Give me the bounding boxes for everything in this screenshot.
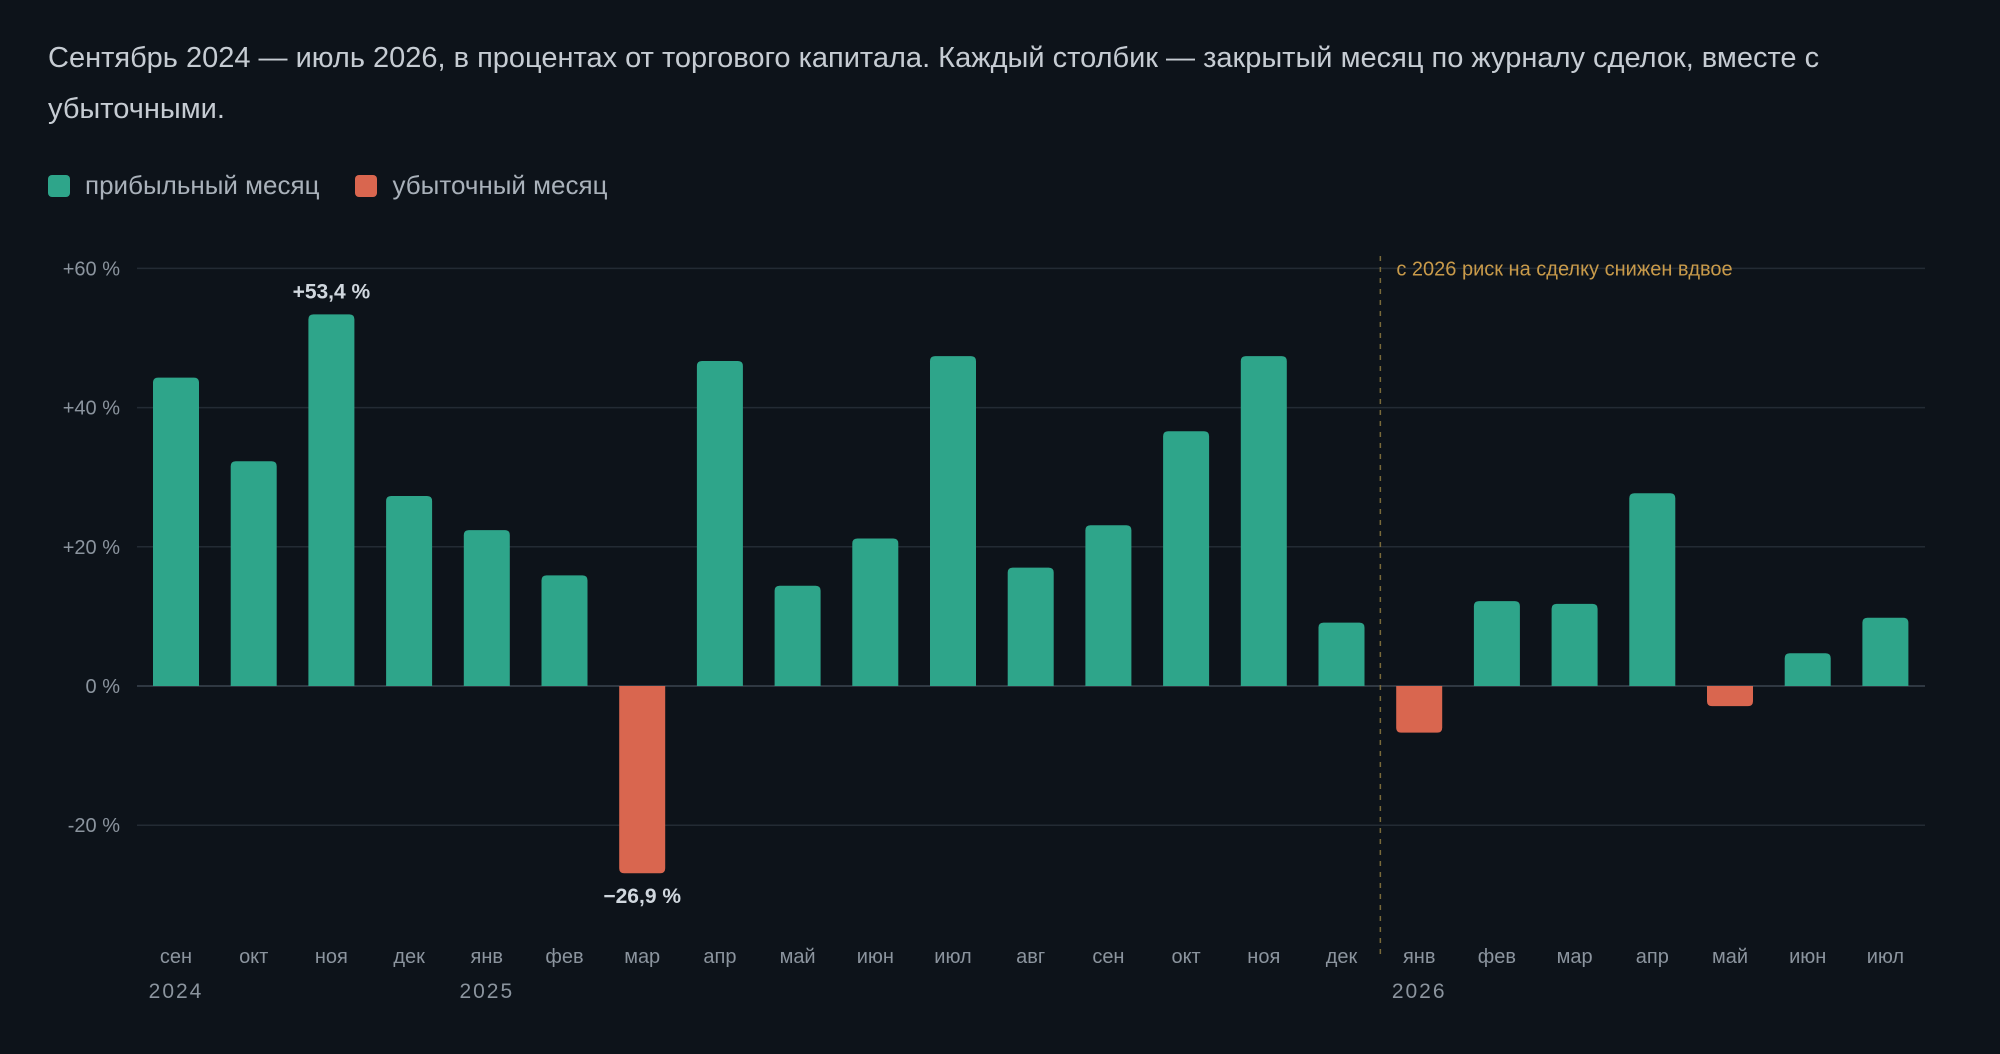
bar — [1862, 617, 1909, 686]
bar — [1396, 686, 1443, 733]
chart-legend: прибыльный месяц убыточный месяц — [48, 170, 644, 201]
legend-label-profit: прибыльный месяц — [85, 170, 320, 200]
bar — [463, 530, 510, 686]
bar — [308, 314, 355, 686]
data-label: +53,4 % — [293, 280, 371, 303]
legend-label-loss: убыточный месяц — [392, 170, 608, 200]
legend-item-loss: убыточный месяц — [355, 170, 608, 201]
legend-swatch-profit — [48, 174, 70, 197]
annotation-text: с 2026 риск на сделку снижен вдвое — [1396, 258, 1732, 280]
bar — [696, 360, 743, 686]
bar — [1551, 603, 1598, 686]
year-label: 2026 — [1392, 980, 1447, 1003]
y-tick-label: 0 % — [86, 676, 121, 698]
x-tick-label: май — [780, 946, 816, 968]
x-tick-label: дек — [1326, 946, 1358, 968]
x-tick-label: июн — [1789, 946, 1826, 968]
x-tick-label: фев — [1478, 946, 1516, 968]
x-tick-label: дек — [393, 946, 425, 968]
bar — [541, 575, 588, 686]
x-tick-label: апр — [703, 946, 736, 968]
bar — [774, 585, 821, 686]
bar — [1163, 431, 1210, 686]
x-tick-label: ноя — [315, 946, 348, 968]
bar — [852, 538, 899, 686]
bar — [153, 377, 199, 686]
x-tick-label: янв — [471, 946, 504, 968]
legend-item-profit: прибыльный месяц — [48, 170, 319, 201]
x-tick-label: мар — [1557, 946, 1593, 968]
x-tick-label: июл — [934, 946, 971, 968]
legend-swatch-loss — [355, 174, 378, 197]
bar — [1784, 653, 1831, 686]
x-tick-label: фев — [545, 946, 583, 968]
bar — [1318, 622, 1365, 686]
x-tick-label: мар — [624, 946, 660, 968]
data-label: −26,9 % — [603, 885, 681, 908]
x-tick-label: ноя — [1247, 946, 1280, 968]
x-tick-label: май — [1712, 946, 1748, 968]
x-tick-label: окт — [1171, 946, 1200, 968]
bar — [619, 686, 666, 874]
bar — [1085, 525, 1132, 686]
x-tick-label: июл — [1867, 946, 1904, 968]
bar — [1240, 356, 1287, 686]
bar — [930, 356, 976, 686]
bar — [230, 461, 277, 686]
x-tick-label: сен — [1092, 946, 1124, 968]
bar — [1007, 567, 1054, 686]
year-label: 2025 — [459, 980, 514, 1003]
x-tick-label: июн — [857, 946, 894, 968]
y-tick-label: +40 % — [63, 398, 120, 420]
x-tick-label: авг — [1016, 946, 1045, 968]
bar — [1707, 686, 1753, 707]
bar — [1629, 493, 1676, 686]
y-tick-label: +60 % — [63, 258, 120, 280]
year-label: 2024 — [149, 980, 204, 1003]
bar — [1473, 601, 1520, 686]
y-tick-label: +20 % — [63, 537, 120, 559]
x-tick-label: апр — [1636, 946, 1669, 968]
x-tick-label: сен — [160, 946, 192, 968]
bar — [386, 495, 433, 686]
x-tick-label: янв — [1403, 946, 1436, 968]
y-tick-label: -20 % — [68, 815, 120, 837]
chart-subtitle: Сентябрь 2024 — июль 2026, в процентах о… — [48, 42, 1820, 125]
x-tick-label: окт — [239, 946, 268, 968]
